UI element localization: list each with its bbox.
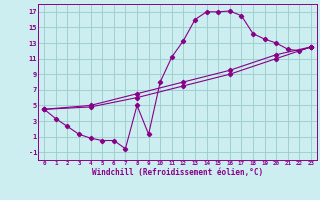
X-axis label: Windchill (Refroidissement éolien,°C): Windchill (Refroidissement éolien,°C) bbox=[92, 168, 263, 177]
